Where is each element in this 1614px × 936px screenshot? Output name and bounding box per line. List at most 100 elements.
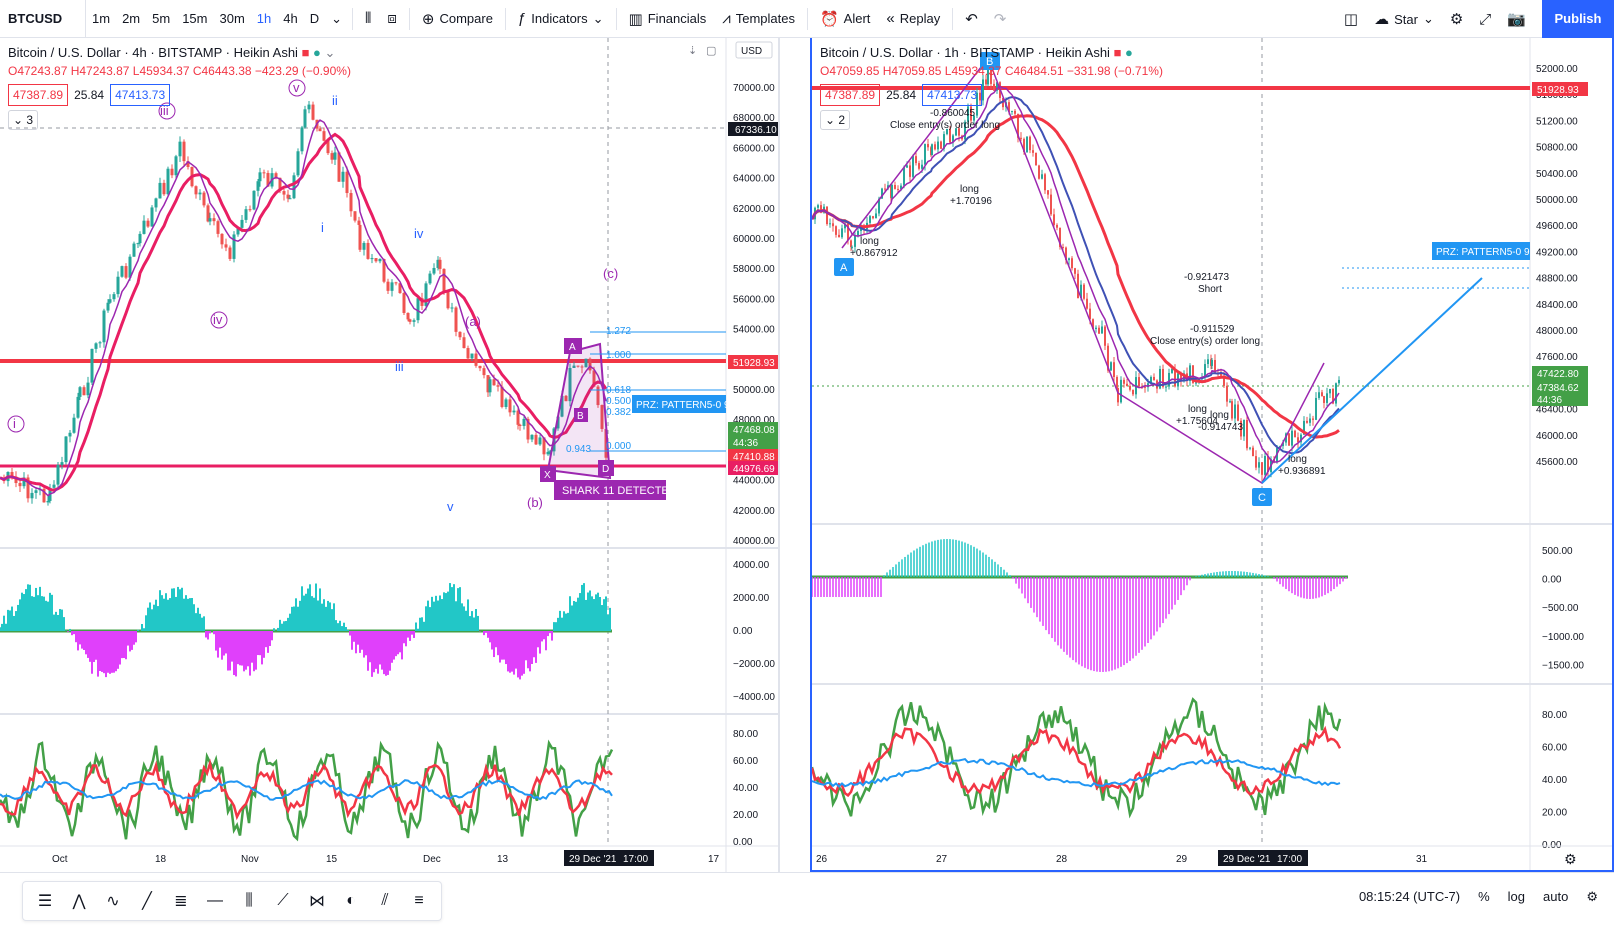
percent-toggle[interactable]: % bbox=[1478, 889, 1490, 904]
gear-icon[interactable]: ⚙ bbox=[1449, 11, 1464, 28]
prz-label-box[interactable] bbox=[1432, 242, 1530, 260]
candle bbox=[860, 227, 862, 231]
pattern-icon[interactable]: ⋀ bbox=[72, 893, 86, 910]
indicators-collapse-button[interactable]: ⌄ 2 bbox=[820, 110, 851, 130]
abc-zigzag[interactable] bbox=[841, 56, 1325, 485]
candle bbox=[596, 386, 600, 406]
menu-icon[interactable]: ☰ bbox=[37, 893, 53, 910]
indicators-button[interactable]: ƒ Indicators ⌄ bbox=[517, 10, 604, 27]
right-time-axis[interactable]: 26 27 28 29 31 bbox=[816, 854, 1428, 865]
annotation: long bbox=[960, 184, 979, 195]
left-chart-pane[interactable]: Bitcoin / U.S. Dollar · 4h · BITSTAMP · … bbox=[0, 38, 780, 872]
ask-badge[interactable]: 47413.73 bbox=[922, 84, 983, 106]
candle bbox=[1246, 420, 1248, 449]
bid-badge[interactable]: 47387.89 bbox=[8, 84, 69, 106]
replay-button[interactable]: «Replay bbox=[886, 10, 941, 27]
bars-icon[interactable]: ⫼ bbox=[245, 892, 253, 909]
projection-icon[interactable]: ≡ bbox=[414, 892, 424, 909]
shark-label-box[interactable] bbox=[554, 480, 666, 500]
prz-label-box[interactable] bbox=[632, 395, 726, 413]
compare-button[interactable]: ⊕ Compare bbox=[421, 10, 493, 28]
right-chart-canvas[interactable]: PRZ: PATTERN5-0 9 A B C long +0.867912 l… bbox=[810, 38, 1612, 870]
candle bbox=[86, 382, 90, 396]
candle bbox=[584, 358, 588, 368]
candle bbox=[120, 266, 124, 277]
layout-icon[interactable]: ◫ bbox=[1343, 11, 1359, 28]
right-chart-pane[interactable]: Bitcoin / U.S. Dollar · 1h · BITSTAMP · … bbox=[810, 38, 1614, 872]
undo-icon[interactable]: ↶ bbox=[965, 10, 978, 28]
time-tick: Nov bbox=[241, 854, 259, 865]
interval-d[interactable]: D bbox=[309, 10, 320, 26]
xabcd-icon[interactable]: ⋈ bbox=[309, 893, 325, 910]
bid-badge[interactable]: 47387.89 bbox=[820, 84, 881, 106]
candle bbox=[432, 267, 436, 274]
indicators-collapse-button[interactable]: ⌄ 3 bbox=[8, 110, 39, 130]
bar-chart-icon[interactable]: ⫴ bbox=[365, 10, 372, 27]
alert-button[interactable]: ⏰ Alert bbox=[819, 10, 871, 28]
price-tick: 50400.00 bbox=[1536, 169, 1578, 180]
time-tick: 18 bbox=[155, 854, 167, 865]
parallel-channel-icon[interactable]: ⫽ bbox=[381, 892, 389, 909]
left-time-axis[interactable]: Oct 18 Nov 15 Dec 13 17 bbox=[52, 854, 720, 865]
publish-button[interactable]: Publish bbox=[1542, 0, 1614, 38]
maximize-icon[interactable]: ▢ bbox=[706, 45, 716, 57]
interval-4h[interactable]: 4h bbox=[283, 10, 298, 26]
ask-badge[interactable]: 47413.73 bbox=[110, 84, 171, 106]
camera-icon[interactable]: 📷 bbox=[1507, 11, 1526, 28]
left-chart-canvas[interactable]: A B D X 1.272 1.000 0.618 0.500 0.382 0.… bbox=[0, 38, 780, 872]
clock-time[interactable]: 08:15:24 (UTC-7) bbox=[1358, 889, 1461, 904]
rsi-tick: 40.00 bbox=[733, 783, 758, 794]
candle bbox=[985, 79, 987, 85]
curve-icon[interactable]: ◐ bbox=[346, 892, 356, 909]
last-price-label: 47422.80 bbox=[1537, 369, 1579, 380]
financials-button[interactable]: ▥ Financials bbox=[628, 10, 707, 28]
candle bbox=[94, 343, 98, 349]
fib-icon[interactable]: ≣ bbox=[174, 893, 188, 910]
candle bbox=[906, 165, 908, 168]
download-icon[interactable]: ⇣ bbox=[688, 45, 697, 57]
star-button[interactable]: ☁ Star ⌄ bbox=[1374, 11, 1434, 28]
interval-15m[interactable]: 15m bbox=[182, 10, 208, 26]
interval-1h[interactable]: 1h bbox=[256, 10, 272, 26]
fullscreen-icon[interactable]: ⤢ bbox=[1479, 10, 1492, 28]
candle bbox=[580, 366, 584, 368]
candle bbox=[186, 161, 190, 167]
interval-5m[interactable]: 5m bbox=[152, 10, 171, 26]
interval-2m[interactable]: 2m bbox=[122, 10, 141, 26]
gear-icon[interactable]: ⚙ bbox=[1564, 851, 1577, 867]
ma-red bbox=[810, 114, 1340, 439]
pattern-label-x: X bbox=[544, 470, 551, 481]
log-toggle[interactable]: log bbox=[1507, 889, 1526, 904]
candle bbox=[841, 228, 843, 238]
elliott-wave-icon[interactable]: ∿ bbox=[106, 893, 120, 910]
auto-toggle[interactable]: auto bbox=[1543, 889, 1569, 904]
bottom-right-controls: 08:15:24 (UTC-7) % log auto ⚙ bbox=[1359, 889, 1598, 905]
currency-select[interactable] bbox=[735, 41, 773, 59]
candle bbox=[34, 490, 38, 493]
candle bbox=[1180, 373, 1182, 382]
candle bbox=[446, 291, 450, 309]
chevron-down-icon[interactable]: ⌄ bbox=[331, 10, 343, 26]
redo-icon[interactable]: ↷ bbox=[993, 10, 1007, 28]
candle bbox=[1159, 368, 1161, 389]
candle bbox=[1080, 284, 1082, 299]
price-tick: 50800.00 bbox=[1536, 143, 1578, 154]
candle bbox=[262, 172, 266, 174]
interval-1m[interactable]: 1m bbox=[92, 10, 111, 26]
ray-icon[interactable]: ⟋ bbox=[277, 892, 289, 909]
candle bbox=[470, 353, 474, 359]
financials-icon: ▥ bbox=[628, 10, 643, 28]
time-tick: Oct bbox=[52, 854, 68, 865]
gear-icon[interactable]: ⚙ bbox=[1586, 889, 1598, 904]
right-price-scale[interactable]: 52000.0051600.0051200.0050800.0050400.00… bbox=[1536, 64, 1584, 851]
candle bbox=[1229, 401, 1231, 403]
candles-icon[interactable]: ⧈ bbox=[387, 10, 397, 27]
horizontal-line-icon[interactable]: — bbox=[207, 892, 223, 909]
templates-button[interactable]: ⩘ Templates bbox=[722, 10, 795, 27]
projection-line[interactable] bbox=[1261, 277, 1483, 484]
right-rsi-lines bbox=[810, 697, 1342, 819]
cloud-icon: ☁ bbox=[1374, 11, 1390, 28]
trend-line-icon[interactable]: ╱ bbox=[142, 893, 152, 910]
interval-30m[interactable]: 30m bbox=[219, 10, 245, 26]
symbol-search[interactable]: BTCUSD bbox=[0, 0, 86, 38]
